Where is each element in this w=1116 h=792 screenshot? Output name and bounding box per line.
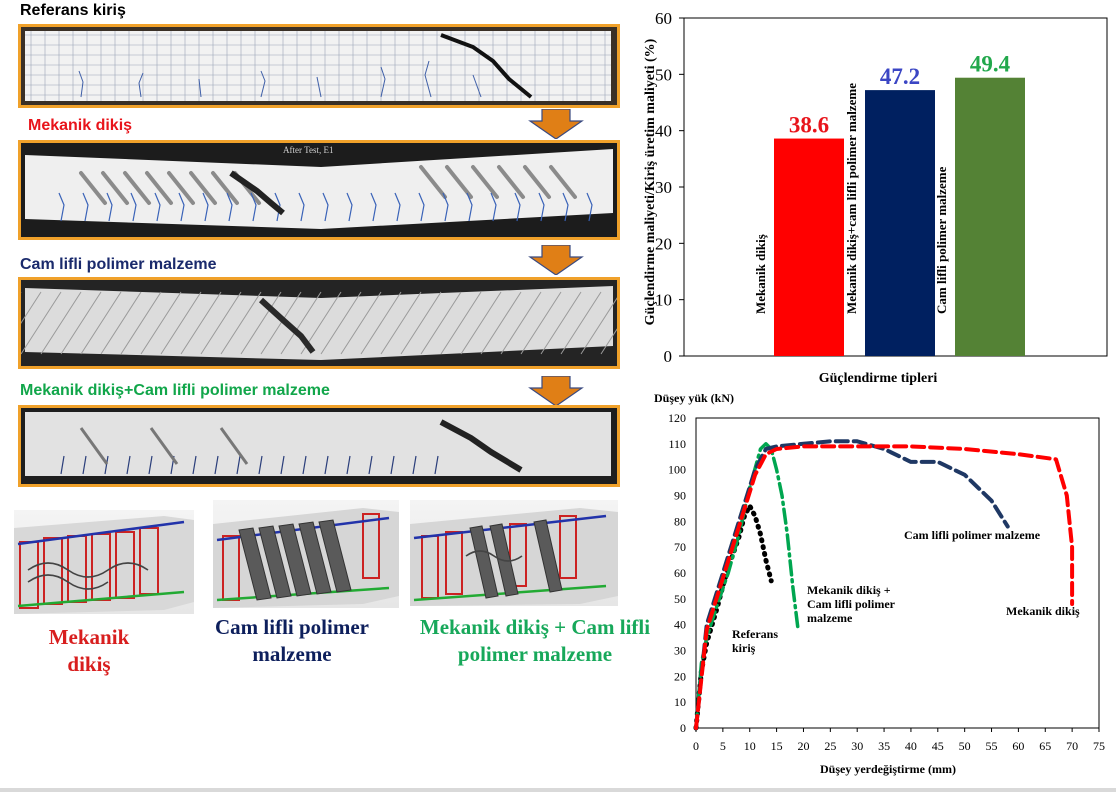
y-tick-label: 20	[674, 669, 686, 683]
render-caption-combined: Mekanik dikiş + Cam lifli polimer malzem…	[394, 614, 676, 668]
beam-label-reference: Referans kiriş	[20, 2, 126, 19]
y-tick-label: 20	[655, 234, 672, 253]
series-annotation: Mekanik dikiş + Cam lifli polimer malzeme	[807, 583, 896, 625]
line-plot-frame	[695, 417, 1100, 729]
bar-value-label: 49.4	[970, 52, 1011, 77]
x-tick-label: 55	[986, 739, 998, 753]
beam-label-combined: Mekanik dikiş+Cam lifli polimer malzeme	[20, 382, 330, 399]
x-tick-label: 70	[1066, 739, 1078, 753]
bar-value-label: 38.6	[789, 113, 829, 138]
render-caption-text: Mekanik dikiş	[48, 625, 130, 676]
render-gfrp	[213, 500, 399, 608]
bar-category-label: Mekanik dikiş+cam lifli polimer malzeme	[844, 83, 859, 314]
cost-ratio-bar-chart: Güçlendirme maliyeti/Kiriş üretim maliye…	[643, 9, 1108, 386]
bar-value-label: 47.2	[880, 64, 920, 89]
bar-chart-y-axis-label: Güçlendirme maliyeti/Kiriş üretim maliye…	[643, 38, 658, 325]
render-mechanical-stitch	[14, 510, 194, 614]
gfrp-beam-photo	[18, 277, 620, 369]
beam-label-mechanical-stitch: Mekanik dikiş	[28, 117, 133, 134]
y-tick-label: 50	[655, 65, 672, 84]
render-caption-gfrp: Cam lifli polimer malzeme	[200, 614, 384, 668]
y-tick-label: 90	[674, 489, 686, 503]
y-tick-label: 10	[674, 695, 686, 709]
line-chart-x-axis-label: Düşey yerdeğiştirme (mm)	[820, 762, 956, 776]
reference-beam-image	[21, 27, 617, 105]
y-tick-label: 60	[655, 9, 672, 28]
x-tick-label: 60	[1012, 739, 1024, 753]
y-tick-label: 100	[668, 463, 686, 477]
y-tick-label: 0	[680, 721, 686, 735]
y-tick-label: 40	[655, 122, 672, 141]
series-line	[694, 444, 1075, 730]
x-tick-label: 50	[959, 739, 971, 753]
beam-label-gfrp: Cam lifli polimer malzeme	[20, 256, 217, 273]
bar	[955, 77, 1025, 357]
series-annotation: Referans kiriş	[732, 627, 778, 655]
series-annotation: Mekanik dikiş	[1006, 604, 1080, 618]
bottom-divider	[0, 788, 1116, 792]
reference-beam-photo	[18, 24, 620, 108]
x-tick-label: 20	[797, 739, 809, 753]
render-combined	[410, 500, 618, 606]
x-tick-label: 40	[905, 739, 917, 753]
y-tick-label: 80	[674, 514, 686, 528]
x-tick-label: 0	[693, 739, 699, 753]
y-tick-label: 70	[674, 540, 686, 554]
bar-category-label: Cam lifli polimer malzeme	[934, 166, 949, 314]
y-tick-label: 0	[664, 347, 673, 366]
bar	[774, 138, 844, 356]
x-tick-label: 10	[744, 739, 756, 753]
bar-chart-x-axis-label: Güçlendirme tipleri	[819, 371, 938, 386]
mechanical-stitch-beam-photo: After Test, E1	[18, 140, 620, 240]
render-caption-text: Mekanik dikiş + Cam lifli polimer malzem…	[419, 615, 651, 666]
series-annotation: Cam lifli polimer malzeme	[904, 528, 1041, 542]
y-tick-label: 30	[655, 178, 672, 197]
x-tick-label: 5	[720, 739, 726, 753]
series-line	[694, 442, 800, 730]
x-tick-label: 15	[771, 739, 783, 753]
combined-beam-image	[21, 408, 617, 484]
combined-beam-photo	[18, 405, 620, 487]
y-tick-label: 120	[668, 411, 686, 425]
y-tick-label: 60	[674, 566, 686, 580]
x-tick-label: 30	[851, 739, 863, 753]
x-tick-label: 45	[932, 739, 944, 753]
gfrp-beam-image	[21, 280, 617, 366]
mechanical-stitch-beam-image: After Test, E1	[21, 143, 617, 237]
y-tick-label: 50	[674, 592, 686, 606]
bar-category-label: Mekanik dikiş	[753, 234, 768, 314]
after-test-text: After Test, E1	[283, 145, 333, 155]
y-tick-label: 40	[674, 618, 686, 632]
load-displacement-line-chart: Düşey yük (kN) Düşey yerdeğiştirme (mm) …	[654, 391, 1105, 776]
down-arrow-icon	[528, 109, 584, 139]
down-arrow-icon	[528, 245, 584, 275]
render-caption-text: Cam lifli polimer malzeme	[215, 615, 369, 666]
down-arrow-icon	[528, 376, 584, 406]
x-tick-label: 75	[1093, 739, 1105, 753]
y-tick-label: 110	[668, 437, 686, 451]
y-tick-label: 10	[655, 291, 672, 310]
line-chart-y-axis-label: Düşey yük (kN)	[654, 391, 734, 405]
render-caption-mechanical-stitch: Mekanik dikiş	[14, 624, 164, 678]
x-tick-label: 35	[878, 739, 890, 753]
x-tick-label: 65	[1039, 739, 1051, 753]
bar	[865, 90, 935, 357]
x-tick-label: 25	[824, 739, 836, 753]
y-tick-label: 30	[674, 644, 686, 658]
